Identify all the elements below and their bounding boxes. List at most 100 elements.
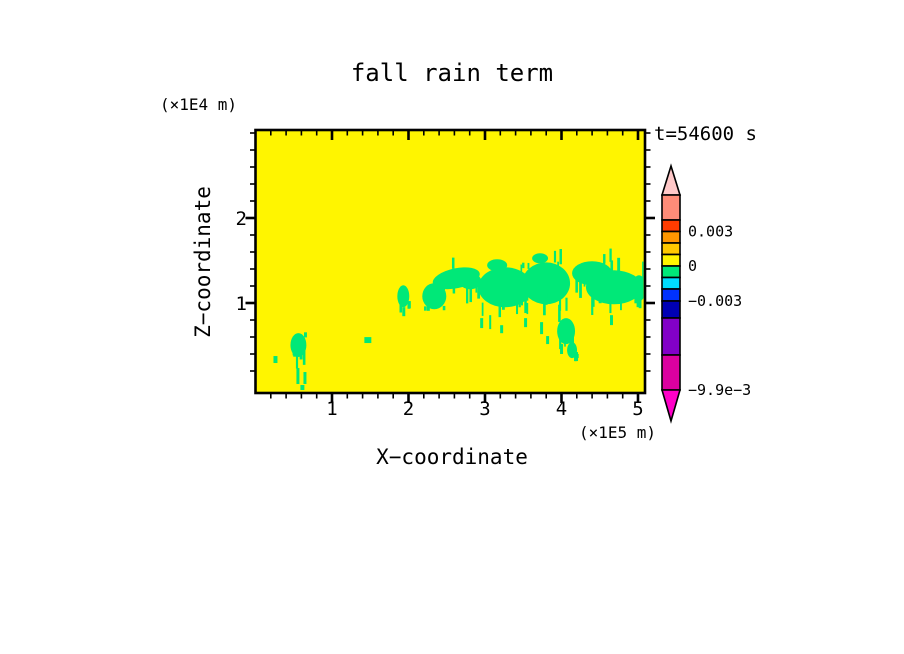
negative-region-blob: [532, 253, 549, 264]
rain-streak: [293, 349, 297, 357]
rain-streak: [547, 293, 550, 298]
rain-streak: [565, 297, 568, 311]
axis-tick-labels: 1 2 3 4 5 1 2: [236, 208, 644, 420]
rain-streak: [642, 261, 644, 280]
rain-streak: [498, 299, 502, 318]
rain-streak: [466, 286, 469, 304]
rain-streak: [273, 356, 278, 364]
colorbar-segment: [661, 242, 681, 256]
rain-streak: [591, 297, 594, 316]
rain-streak: [555, 292, 559, 299]
rain-streak: [557, 261, 559, 269]
colorbar: [660, 163, 682, 424]
colorbar-label: −0.003: [688, 292, 742, 310]
plot-frame: [254, 128, 647, 395]
rain-streak: [518, 295, 521, 308]
rain-streak: [526, 289, 529, 301]
rain-streak: [500, 325, 504, 334]
rain-streak: [303, 372, 307, 385]
x-axis-label: X−coordinate: [376, 445, 528, 469]
rain-streak: [477, 283, 481, 299]
time-annotation: t=54600 s: [654, 123, 757, 145]
rain-streak: [574, 352, 579, 362]
rain-streak: [302, 350, 306, 365]
plot-background: [255, 130, 645, 393]
rain-streak: [426, 305, 430, 311]
negative-region-blob: [487, 259, 508, 272]
colorbar-segment: [661, 230, 681, 244]
negative-value-regions: [273, 248, 644, 391]
rain-streak: [364, 337, 372, 344]
rain-streak: [442, 284, 446, 290]
rain-streak: [638, 294, 642, 309]
x-tick-label: 2: [403, 398, 414, 420]
rain-streak: [300, 385, 305, 391]
rain-streak: [524, 318, 528, 328]
rain-streak: [402, 307, 406, 317]
negative-region-blob: [397, 285, 410, 308]
colorbar-segment: [661, 194, 681, 221]
colorbar-label: −9.9e−3: [688, 381, 751, 399]
colorbar-bottom-arrow: [660, 389, 682, 424]
rain-streak: [451, 257, 455, 269]
rain-streak: [603, 254, 606, 264]
rain-streak: [437, 280, 440, 289]
rain-streak: [610, 315, 613, 326]
rain-streak: [423, 306, 427, 311]
colorbar-top-arrow: [660, 163, 682, 196]
rain-streak: [558, 304, 561, 322]
rain-streak: [501, 294, 505, 310]
x-tick-label: 1: [326, 398, 337, 420]
y-axis-label: Z−coordinate: [191, 186, 215, 338]
rain-streak: [489, 315, 492, 330]
rain-streak: [475, 286, 478, 293]
colorbar-segment: [661, 300, 681, 319]
rain-streak: [506, 295, 510, 307]
chart-title: fall rain term: [350, 59, 554, 87]
rain-streak: [516, 299, 519, 315]
colorbar-segment: [661, 265, 681, 279]
colorbar-segment: [661, 276, 681, 290]
rain-streak: [520, 292, 523, 306]
rain-streak: [469, 283, 473, 298]
rain-streak: [481, 302, 484, 316]
colorbar-labels: 0.003 0 −0.003 −9.9e−3: [688, 223, 751, 400]
rain-streak: [636, 292, 640, 308]
colorbar-segment: [661, 253, 681, 267]
rain-streak: [579, 281, 582, 298]
rain-streak: [520, 264, 523, 276]
rain-streak: [564, 341, 566, 347]
rain-streak: [617, 257, 621, 274]
x-axis-unit-label: (×1E5 m): [578, 423, 656, 442]
colorbar-segment: [661, 288, 681, 302]
x-tick-label: 3: [479, 398, 490, 420]
rain-streak: [620, 300, 622, 311]
rain-streak: [442, 305, 446, 311]
rain-streak: [553, 250, 557, 263]
rain-streak: [522, 262, 525, 269]
y-tick-label: 2: [236, 208, 247, 230]
rain-streak: [540, 322, 544, 335]
y-axis-unit-label: (×1E4 m): [160, 95, 238, 114]
rain-streak: [575, 276, 578, 293]
rain-streak: [296, 368, 300, 385]
rain-streak: [569, 334, 573, 347]
rain-streak: [407, 303, 411, 309]
rain-streak: [602, 262, 606, 279]
x-tick-label: 4: [556, 398, 567, 420]
rain-streak: [560, 344, 564, 354]
rain-streak: [605, 292, 608, 299]
rain-streak: [524, 297, 527, 314]
rain-streak: [619, 293, 622, 299]
rain-streak: [609, 297, 612, 314]
y-tick-label: 1: [236, 293, 247, 315]
rain-streak: [543, 297, 546, 316]
rain-streak: [559, 335, 562, 350]
rain-streak: [598, 293, 602, 304]
rain-streak: [583, 279, 586, 287]
rain-streak: [545, 297, 548, 305]
rain-streak: [592, 293, 595, 307]
rain-streak: [559, 297, 562, 311]
rain-streak: [634, 294, 637, 304]
rain-streak: [304, 332, 307, 338]
